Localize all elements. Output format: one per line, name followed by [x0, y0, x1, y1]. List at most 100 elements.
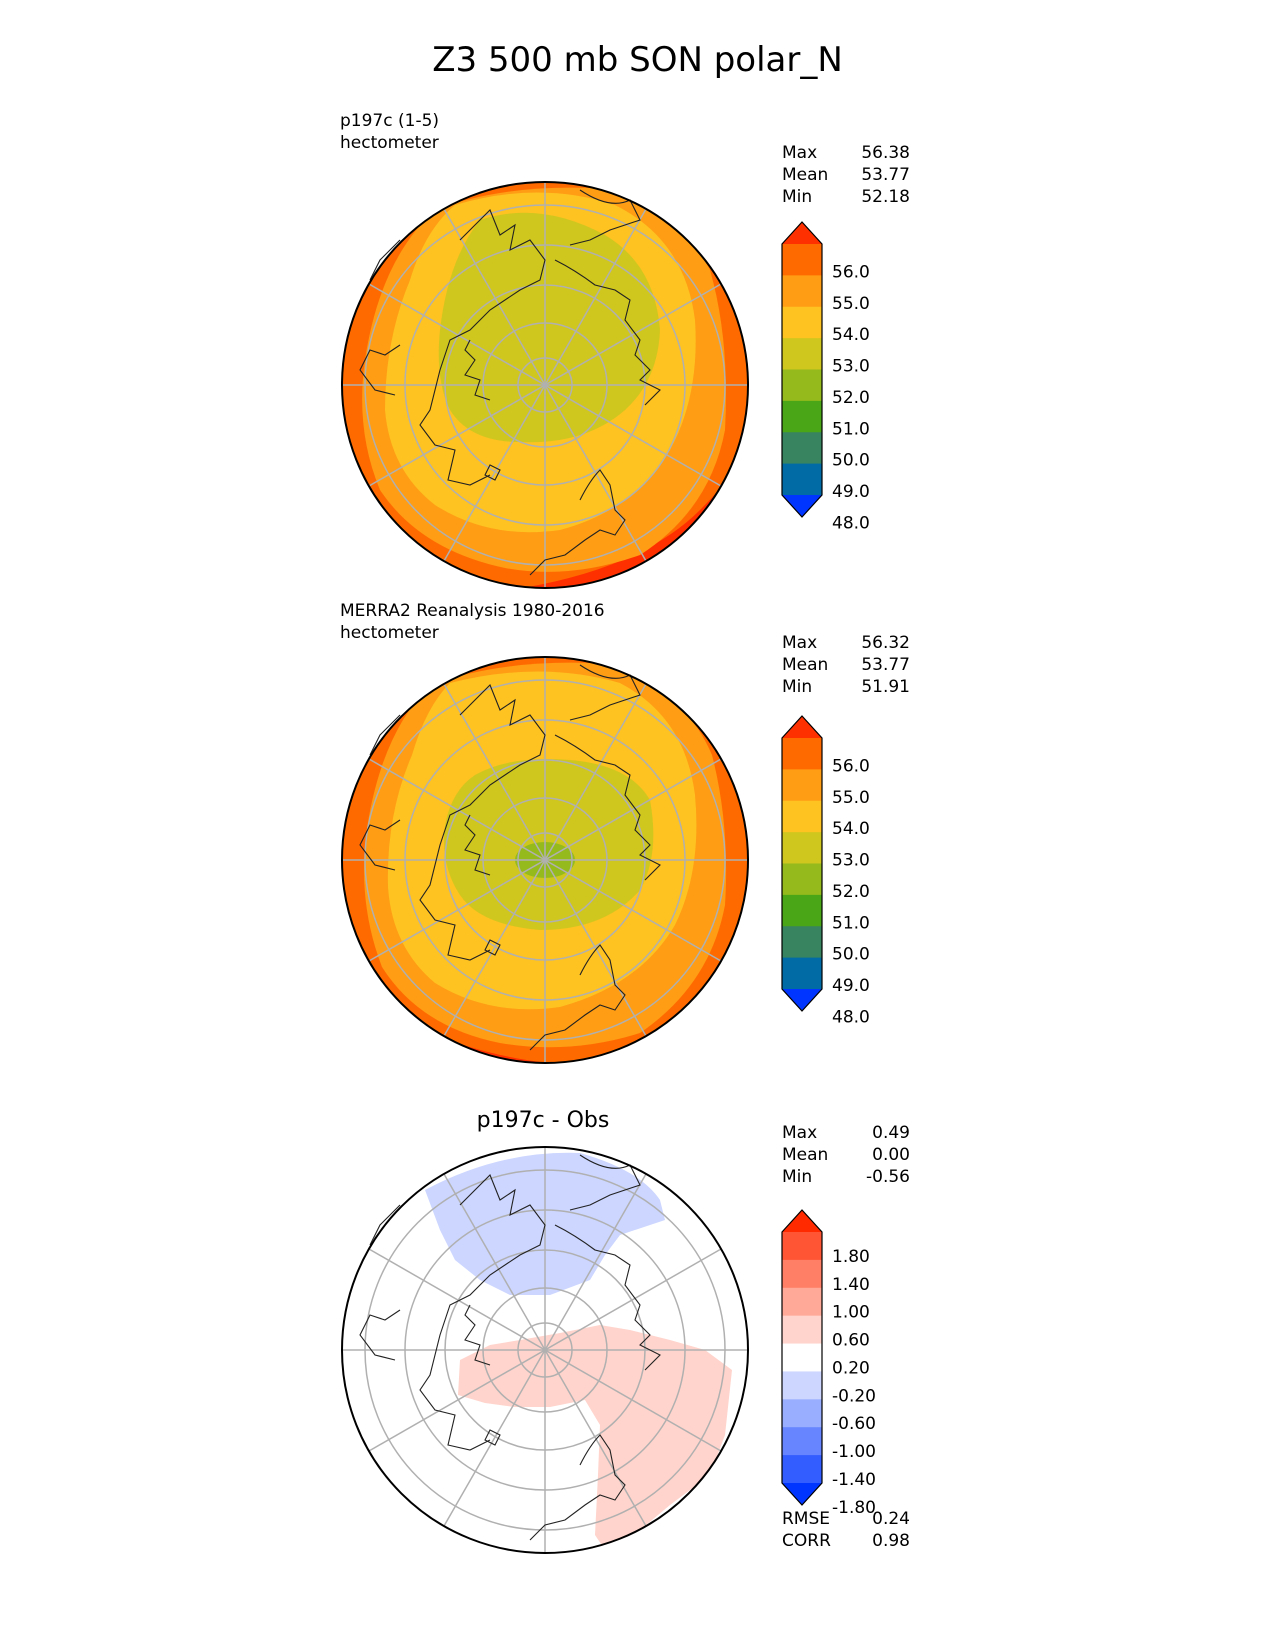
colorbar-tick-label: 49.0 [832, 976, 870, 996]
colorbar-segment [782, 1399, 822, 1428]
colorbar-tick-label: 0.20 [832, 1358, 870, 1378]
stat-label: Max [782, 1123, 818, 1143]
page-title: Z3 500 mb SON polar_N [432, 40, 843, 80]
colorbar-segment [782, 1455, 822, 1484]
colorbar-extend-max [782, 716, 822, 738]
graticule [342, 657, 748, 1063]
colorbar-segment [782, 1371, 822, 1400]
colorbar-segment [782, 1287, 822, 1317]
colorbar-segment [782, 463, 822, 496]
colorbar-tick-label: 55.0 [832, 788, 870, 808]
stat-value-min: -0.56 [866, 1167, 910, 1187]
map-observations [341, 656, 749, 1064]
panel3-stats: Max 0.49 Mean 0.00 Min -0.56 [782, 1122, 910, 1188]
metric-value-corr: 0.98 [872, 1531, 910, 1551]
stat-value-min: 51.91 [861, 677, 910, 697]
colorbar-outline [781, 221, 823, 518]
colorbar-tick-label: 1.40 [832, 1275, 870, 1295]
colorbar-outline [781, 1209, 823, 1506]
colorbar-segment [782, 1315, 822, 1345]
colorbar-tick-label: 49.0 [832, 482, 870, 502]
colorbar-tick-label: -0.20 [832, 1386, 876, 1406]
stat-label: Min [782, 677, 813, 697]
colorbar-segment [782, 1259, 822, 1289]
colorbar-model: 56.0 55.0 54.0 53.0 52.0 51.0 50.0 49.0 48.0 [781, 221, 870, 533]
colorbar-segment [782, 738, 822, 770]
colorbar-tick-label: 0.60 [832, 1331, 870, 1351]
stat-label: Min [782, 1167, 813, 1187]
stat-value-mean: 53.77 [861, 165, 910, 185]
panel2-title: MERRA2 Reanalysis 1980-2016 hectometer [340, 600, 605, 644]
map-difference [341, 1146, 749, 1554]
panel2-units: hectometer [340, 623, 439, 643]
map-model [341, 181, 749, 589]
colorbar-segment [782, 306, 822, 339]
colorbar-extend-min [782, 495, 822, 517]
stat-value-max: 0.49 [872, 1123, 910, 1143]
coastlines [359, 189, 661, 576]
colorbar-segment [782, 369, 822, 402]
panel2-stats: Max 56.32 Mean 53.77 Min 51.91 [782, 632, 910, 698]
stat-label: Mean [782, 1145, 829, 1165]
colorbar-tick-label: 53.0 [832, 851, 870, 871]
colorbar-tick-label: 51.0 [832, 913, 870, 933]
colorbar-segment [782, 769, 822, 802]
stat-label: Max [782, 633, 818, 653]
panel3-metrics: RMSE 0.24 CORR 0.98 [782, 1508, 910, 1552]
colorbar-tick-label: 53.0 [832, 357, 870, 377]
metric-label: CORR [782, 1531, 831, 1551]
colorbar-segment [782, 1427, 822, 1456]
stat-label: Min [782, 187, 813, 207]
stat-value-mean: 0.00 [872, 1145, 910, 1165]
colorbar-tick-label: 51.0 [832, 419, 870, 439]
panel1-stats: Max 56.38 Mean 53.77 Min 52.18 [782, 142, 910, 208]
coastlines [359, 1154, 661, 1541]
stat-label: Mean [782, 165, 829, 185]
colorbar-tick-label: 54.0 [832, 325, 870, 345]
colorbar-tick-label: 50.0 [832, 945, 870, 965]
colorbar-segment [782, 275, 822, 308]
colorbar-segment [782, 432, 822, 465]
colorbar-segment [782, 400, 822, 433]
colorbar-tick-label: 54.0 [832, 819, 870, 839]
colorbar-outline [781, 715, 823, 1012]
stat-value-min: 52.18 [861, 187, 910, 207]
colorbar-tick-label: 55.0 [832, 294, 870, 314]
colorbar-tick-label: 52.0 [832, 388, 870, 408]
colorbar-segment [782, 1343, 822, 1372]
colorbar-segment [782, 957, 822, 990]
panel1-units: hectometer [340, 133, 439, 153]
colorbar-segment [782, 800, 822, 833]
colorbar-segment [782, 863, 822, 896]
colorbar-tick-label: -1.00 [832, 1442, 876, 1462]
colorbar-tick-label: 1.80 [832, 1247, 870, 1267]
colorbar-segment [782, 926, 822, 959]
stat-value-max: 56.38 [861, 143, 910, 163]
metric-value-rmse: 0.24 [872, 1509, 910, 1529]
colorbar-observations: 56.0 55.0 54.0 53.0 52.0 51.0 50.0 49.0 48.0 [781, 715, 870, 1027]
colorbar-extend-max [782, 1210, 822, 1232]
colorbar-tick-label: 56.0 [832, 262, 870, 282]
stat-value-max: 56.32 [861, 633, 910, 653]
colorbar-extend-min [782, 989, 822, 1011]
colorbar-tick-label: 56.0 [832, 756, 870, 776]
stat-label: Max [782, 143, 818, 163]
colorbar-tick-label: -0.60 [832, 1414, 876, 1434]
panel3-title: p197c - Obs [476, 1108, 610, 1133]
metric-label: RMSE [782, 1509, 831, 1529]
colorbar-tick-label: 1.00 [832, 1303, 870, 1323]
colorbar-tick-label: 50.0 [832, 451, 870, 471]
graticule [342, 1147, 748, 1553]
colorbar-tick-label: 48.0 [832, 513, 870, 533]
colorbar-segment [782, 1232, 822, 1261]
colorbar-difference: 1.80 1.40 1.00 0.60 0.20 -0.20 -0.60 -1.00 -1.40… [781, 1209, 876, 1518]
colorbar-tick-label: -1.80 [832, 1498, 876, 1518]
colorbar-segment [782, 338, 822, 370]
colorbar-tick-label: 48.0 [832, 1007, 870, 1027]
colorbar-segment [782, 832, 822, 864]
panel1-title: p197c (1-5) hectometer [340, 110, 439, 154]
panel1-title-line1: p197c (1-5) [340, 111, 440, 131]
colorbar-segment [782, 894, 822, 927]
coastlines [359, 664, 661, 1051]
stat-label: Mean [782, 655, 829, 675]
